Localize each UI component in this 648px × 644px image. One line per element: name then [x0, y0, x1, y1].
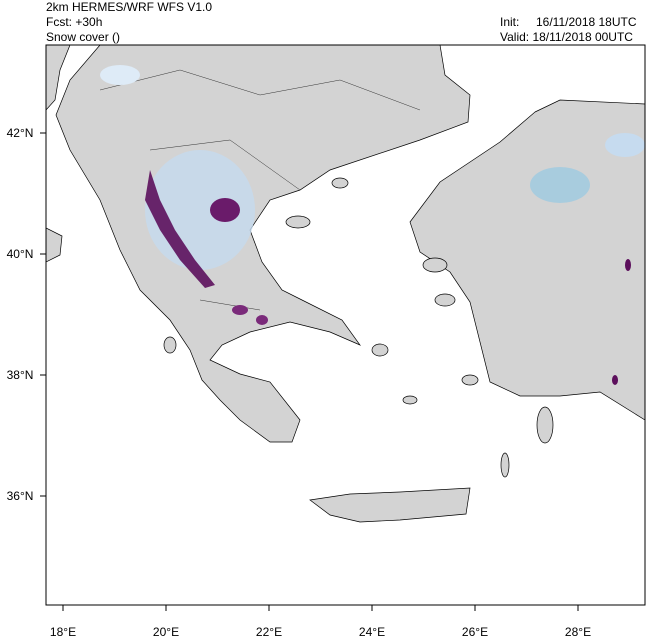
lat-tick-label: 36°N — [7, 489, 34, 503]
land-balkans-greece — [55, 45, 471, 443]
title: 2km HERMES/WRF WFS V1.0 — [46, 0, 212, 14]
lon-tick-label: 26°E — [462, 625, 488, 639]
lon-tick-label: 24°E — [359, 625, 385, 639]
lon-tick-label: 22°E — [256, 625, 282, 639]
lat-tick-label: 40°N — [7, 247, 34, 261]
forecast: Fcst: +30h — [46, 15, 102, 29]
init-time: 16/11/2018 18UTC — [536, 15, 637, 29]
lat-tick-label: 42°N — [7, 126, 34, 140]
map-area — [46, 45, 645, 605]
land-crete — [309, 487, 471, 523]
lon-tick-label: 20°E — [153, 625, 179, 639]
lon-tick-label: 28°E — [565, 625, 591, 639]
land-italy — [46, 45, 71, 263]
valid-time: Valid: 18/11/2018 00UTC — [500, 30, 633, 44]
lon-tick-label: 18°E — [50, 625, 76, 639]
borders — [99, 69, 421, 311]
islands — [163, 177, 554, 478]
field: Snow cover () — [46, 30, 120, 44]
lat-tick-label: 38°N — [7, 368, 34, 382]
map-frame — [45, 44, 646, 606]
snow-cover — [100, 65, 645, 385]
init-label: Init: — [500, 15, 519, 29]
